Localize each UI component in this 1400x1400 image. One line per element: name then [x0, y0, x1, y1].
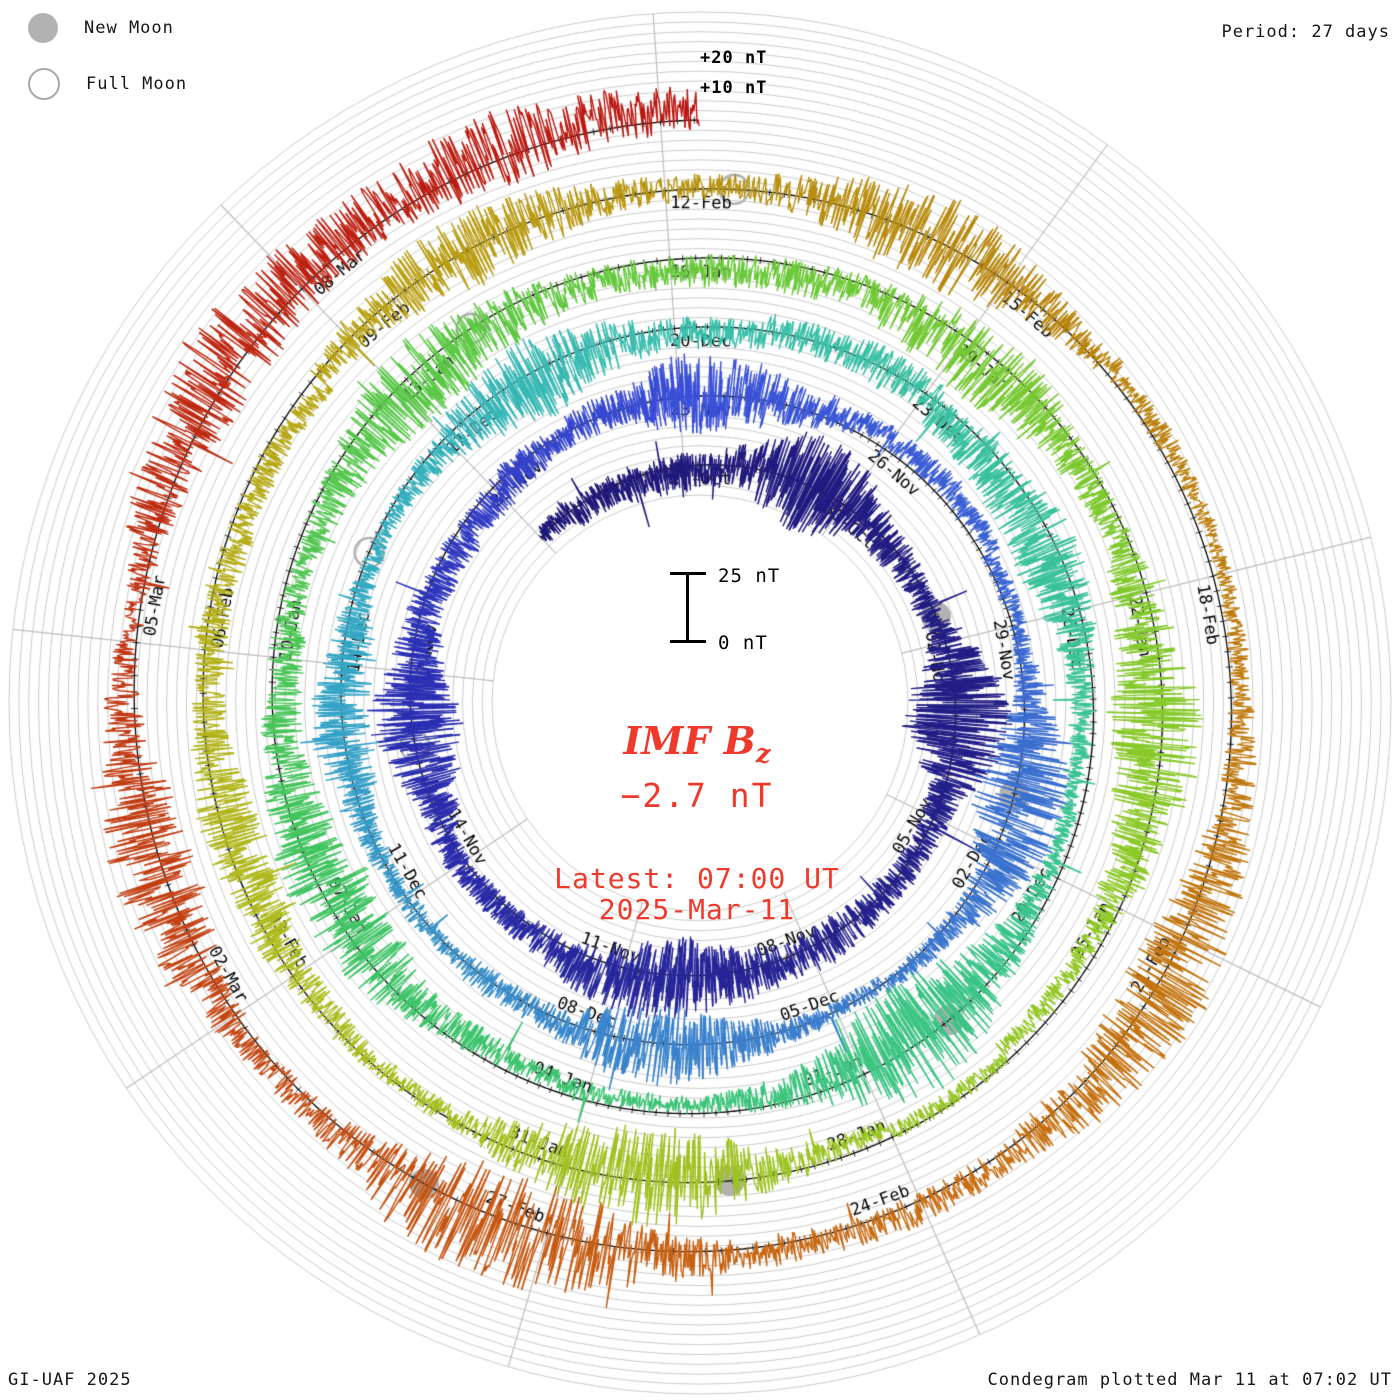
scale-bar-max-label: 25 nT — [718, 565, 781, 587]
center-annotation: IMF Bz −2.7 nT Latest: 07:00 UT 2025-Mar… — [450, 720, 944, 926]
latest-value: −2.7 nT — [620, 775, 774, 815]
scale-bar-bottom-cap — [670, 640, 706, 643]
new-moon-icon — [28, 13, 58, 43]
scale-bar-line — [686, 572, 689, 642]
grid-label-plus20: +20 nT — [700, 48, 768, 68]
latest-time: Latest: 07:00 UT — [554, 861, 840, 895]
period-label: Period: 27 days — [1221, 22, 1390, 42]
footer-plotted: Condegram plotted Mar 11 at 07:02 UT — [987, 1370, 1392, 1390]
latest-date: 2025-Mar-11 — [598, 892, 796, 926]
legend-full-moon: Full Moon — [28, 68, 187, 100]
legend-new-moon: New Moon — [28, 13, 174, 43]
chart-title: IMF Bz — [623, 718, 771, 770]
footer-credit: GI-UAF 2025 — [8, 1370, 132, 1390]
grid-label-plus10: +10 nT — [700, 78, 768, 98]
scale-bar: 25 nT 0 nT — [668, 565, 798, 660]
full-moon-icon — [28, 68, 60, 100]
new-moon-label: New Moon — [84, 18, 174, 38]
scale-bar-min-label: 0 nT — [718, 632, 768, 654]
full-moon-label: Full Moon — [86, 74, 188, 94]
